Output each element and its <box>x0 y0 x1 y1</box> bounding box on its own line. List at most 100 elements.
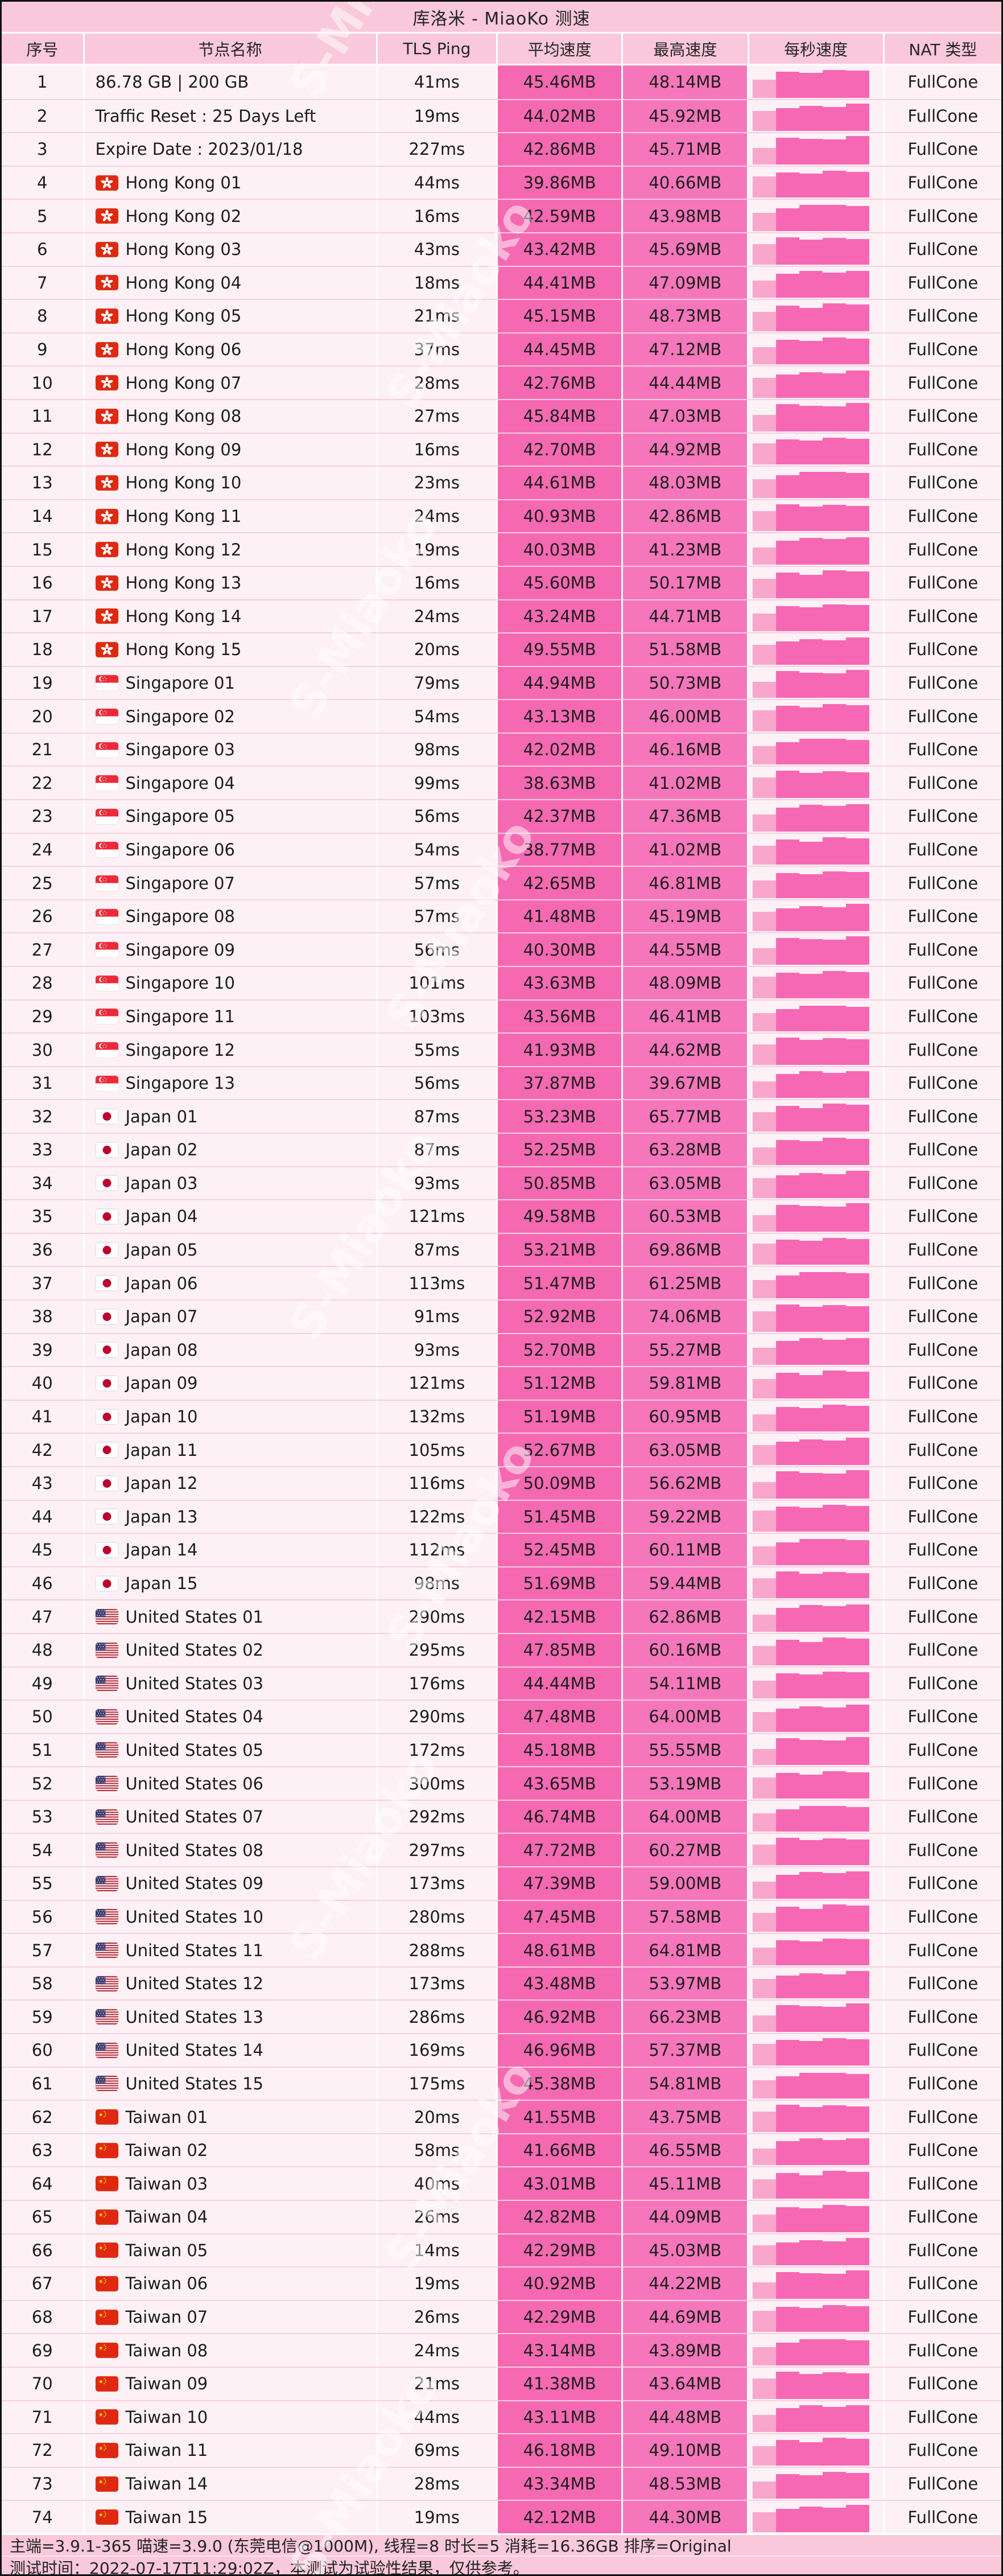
node-name: United States 09 <box>125 1874 264 1894</box>
spark-bar <box>845 2340 869 2365</box>
spark-bar <box>776 1304 800 1332</box>
spark-bar <box>823 2072 846 2099</box>
speed-sparkline <box>753 870 869 898</box>
max-speed-value: 54.11MB <box>623 1667 749 1700</box>
node-name: Japan 09 <box>125 1373 198 1393</box>
spark-bar <box>799 804 823 832</box>
node-name-cell: United States 11 <box>85 1934 378 1966</box>
avg-speed-value: 47.39MB <box>498 1867 624 1900</box>
avg-speed-value: 41.66MB <box>498 2134 624 2167</box>
max-speed-value: 66.23MB <box>623 2001 749 2034</box>
nat-type-value: FullCone <box>907 1507 979 1526</box>
flag-cn-icon <box>95 2242 118 2258</box>
flag-jp-icon <box>95 1442 118 1458</box>
spark-bar <box>823 1104 846 1131</box>
flag-hk-icon <box>95 408 118 424</box>
avg-speed-value: 44.41MB <box>498 266 624 299</box>
tls-ping-value: 26ms <box>378 2301 498 2334</box>
max-speed-value: 44.44MB <box>623 367 749 399</box>
tls-ping-value: 280ms <box>378 1900 498 1933</box>
per-second-speed-chart <box>749 700 885 733</box>
per-second-speed-chart <box>749 2268 885 2300</box>
node-name-cell: Hong Kong 03 <box>85 233 378 266</box>
per-second-speed-chart <box>749 333 885 366</box>
per-second-speed-chart <box>749 1567 885 1600</box>
node-name-cell: Taiwan 10 <box>85 2401 378 2434</box>
max-speed-value: 43.89MB <box>623 2334 749 2367</box>
spark-bar <box>799 1941 823 1965</box>
max-speed-value: 69.86MB <box>623 1233 749 1266</box>
max-speed-value: 41.23MB <box>623 533 749 566</box>
flag-cn-icon <box>95 2176 118 2192</box>
spark-bar <box>823 338 846 365</box>
avg-speed-value: 43.14MB <box>498 2334 624 2367</box>
spark-bar <box>776 807 800 832</box>
nat-type-value: FullCone <box>907 173 979 193</box>
max-speed-value: 42.86MB <box>623 500 749 533</box>
spark-bar <box>776 404 800 431</box>
spark-bar <box>823 406 846 431</box>
max-speed-value: 44.69MB <box>623 2301 749 2334</box>
nat-type-value: FullCone <box>907 139 979 159</box>
spark-bar <box>799 2339 823 2365</box>
flag-cn-icon <box>95 2476 118 2492</box>
spark-bar <box>753 644 777 665</box>
per-second-speed-chart <box>749 2101 885 2133</box>
node-name-cell: Taiwan 11 <box>85 2434 378 2467</box>
node-name-cell: Singapore 06 <box>85 833 378 866</box>
row-index: 40 <box>2 1367 85 1400</box>
spark-bar <box>799 1973 823 1999</box>
table-row: 72 Taiwan 11 69ms 46.18MB 49.10MB FullCo… <box>2 2433 1001 2467</box>
per-second-speed-chart <box>749 566 885 599</box>
flag-sg-icon <box>95 1009 118 1024</box>
spark-bar <box>845 338 869 365</box>
flag-hk-icon <box>95 175 118 191</box>
spark-bar <box>823 1671 846 1699</box>
nat-type-value: FullCone <box>907 2240 979 2260</box>
spark-bar <box>823 1237 846 1265</box>
tls-ping-value: 56ms <box>378 800 498 833</box>
node-name-cell: Singapore 07 <box>85 867 378 899</box>
flag-jp-icon <box>95 1509 118 1525</box>
avg-speed-value: 50.85MB <box>498 1167 624 1200</box>
spark-bar <box>823 2007 846 2032</box>
node-name-cell: United States 04 <box>85 1701 378 1733</box>
nat-type-value: FullCone <box>907 72 979 92</box>
max-speed-value: 48.09MB <box>623 967 749 999</box>
flag-sg-icon <box>95 1042 118 1057</box>
flag-hk-icon <box>95 442 118 458</box>
speed-sparkline <box>753 1904 869 1932</box>
spark-bar <box>776 1809 800 1832</box>
node-name: Hong Kong 02 <box>125 206 242 226</box>
spark-bar <box>823 570 846 598</box>
node-name: Singapore 08 <box>125 907 235 927</box>
per-second-speed-chart <box>749 833 885 866</box>
spark-bar <box>845 537 869 565</box>
tls-ping-value: 24ms <box>378 500 498 533</box>
per-second-speed-chart <box>749 1834 885 1867</box>
spark-bar <box>845 2270 869 2299</box>
spark-bar <box>845 1306 869 1332</box>
nat-type-value: FullCone <box>907 2407 979 2427</box>
tls-ping-value: 69ms <box>378 2434 498 2467</box>
max-speed-value: 45.11MB <box>623 2167 749 2200</box>
node-name: United States 04 <box>125 1707 264 1727</box>
node-name-cell: Singapore 09 <box>85 933 378 966</box>
node-name-cell: Japan 08 <box>85 1334 378 1367</box>
spark-bar <box>753 312 777 331</box>
nat-type-value: FullCone <box>907 640 979 660</box>
spark-bar <box>776 72 800 98</box>
avg-speed-value: 43.13MB <box>498 700 624 733</box>
table-row: 10 Hong Kong 07 28ms 42.76MB 44.44MB Ful… <box>2 365 1001 399</box>
row-index: 19 <box>2 666 85 699</box>
spark-bar <box>753 1748 777 1766</box>
nat-type-value: FullCone <box>907 206 979 226</box>
spark-bar <box>753 911 777 932</box>
tls-ping-value: 116ms <box>378 1467 498 1500</box>
flag-hk-icon <box>95 175 118 191</box>
flag-us-icon <box>95 1943 118 1958</box>
spark-bar <box>845 904 869 932</box>
spark-bar <box>753 378 777 398</box>
table-row: 38 Japan 07 91ms 52.92MB 74.06MB FullCon… <box>2 1299 1001 1333</box>
table-row: 68 Taiwan 07 26ms 42.29MB 44.69MB FullCo… <box>2 2299 1001 2334</box>
